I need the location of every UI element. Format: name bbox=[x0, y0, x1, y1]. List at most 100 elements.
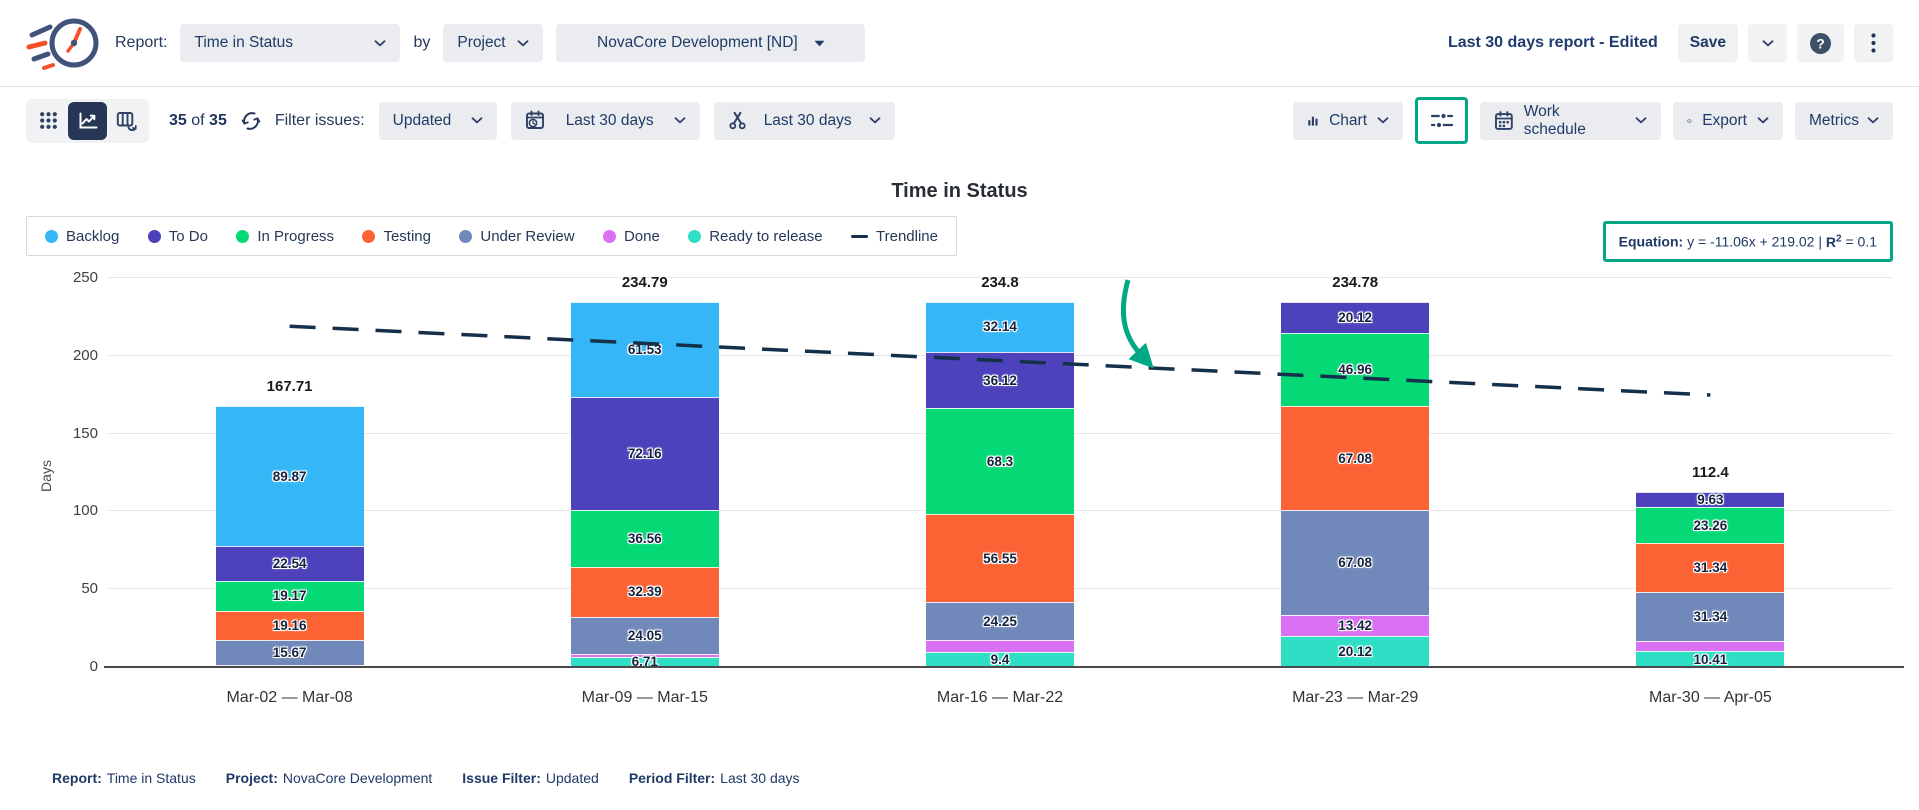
bar-segment-testing[interactable]: 19.16 bbox=[215, 610, 364, 641]
legend-item-under-review[interactable]: Under Review bbox=[459, 227, 575, 245]
bar-segment-under-review[interactable]: 24.25 bbox=[926, 602, 1074, 640]
save-options-button[interactable] bbox=[1748, 24, 1787, 62]
stacked-bar[interactable]: 32.14 36.12 68.3 56.55 24.25 9.4 bbox=[926, 301, 1074, 667]
y-tick-label: 250 bbox=[72, 269, 98, 286]
stacked-bar[interactable]: 61.53 72.16 36.56 32.39 24.05 6.71 bbox=[570, 301, 719, 668]
legend-item-ready-to-release[interactable]: Ready to release bbox=[688, 227, 823, 245]
segment-value-label: 13.42 bbox=[1338, 617, 1373, 633]
bar-segment-ready-to-release[interactable]: 6.71 bbox=[570, 655, 719, 668]
trendline-dash-icon bbox=[851, 234, 869, 238]
legend-color-dot-icon bbox=[459, 229, 473, 243]
bar-segment-backlog[interactable]: 61.53 bbox=[570, 301, 719, 398]
segment-value-label: 89.87 bbox=[272, 468, 307, 484]
export-select[interactable]: Export bbox=[1673, 101, 1783, 140]
legend-label: Under Review bbox=[480, 227, 575, 245]
bar-segment-under-review[interactable]: 67.08 bbox=[1281, 510, 1430, 615]
bar-segment-to-do[interactable]: 22.54 bbox=[215, 545, 364, 581]
x-axis-label: Mar-23 — Mar-29 bbox=[1292, 689, 1419, 706]
legend-item-in-progress[interactable]: In Progress bbox=[236, 228, 334, 245]
chevron-down-icon bbox=[517, 39, 529, 46]
bar-segment-in-progress[interactable]: 19.17 bbox=[215, 580, 364, 611]
legend-label: Ready to release bbox=[709, 227, 823, 245]
bar-segment-to-do[interactable]: 9.63 bbox=[1636, 492, 1785, 508]
bar-segment-ready-to-release[interactable]: 9.4 bbox=[926, 652, 1074, 667]
more-options-button[interactable] bbox=[1854, 24, 1893, 62]
legend-item-testing[interactable]: Testing bbox=[362, 228, 431, 245]
bar-segment-in-progress[interactable]: 46.96 bbox=[1281, 332, 1430, 407]
chevron-down-icon bbox=[869, 117, 881, 124]
bar-segment-done[interactable] bbox=[570, 654, 719, 657]
legend-item-backlog[interactable]: Backlog bbox=[45, 228, 119, 245]
segment-value-label: 22.54 bbox=[272, 555, 307, 571]
chart-type-select[interactable]: Chart bbox=[1293, 101, 1403, 140]
legend-item-done[interactable]: Done bbox=[602, 228, 660, 245]
bar-segment-done[interactable] bbox=[215, 664, 364, 666]
issue-filter-select[interactable]: Updated bbox=[378, 101, 497, 140]
bar-segment-under-review[interactable]: 24.05 bbox=[570, 616, 719, 655]
bar-segment-ready-to-release[interactable]: 10.41 bbox=[1636, 650, 1785, 667]
chevron-down-icon bbox=[1762, 39, 1773, 46]
legend-label: Testing bbox=[383, 227, 431, 245]
cloud-download-icon bbox=[1687, 118, 1692, 123]
bar-segment-to-do[interactable]: 20.12 bbox=[1281, 301, 1430, 333]
bar-segment-testing[interactable]: 31.34 bbox=[1636, 543, 1785, 593]
segment-value-label: 15.67 bbox=[272, 645, 307, 661]
bar-segment-testing[interactable]: 32.39 bbox=[570, 566, 719, 617]
bar-segment-in-progress[interactable]: 23.26 bbox=[1636, 507, 1785, 544]
chart-type-value: Chart bbox=[1329, 111, 1367, 129]
bar-segment-ready-to-release[interactable]: 20.12 bbox=[1281, 635, 1430, 667]
stacked-bar[interactable]: 20.12 46.96 67.08 67.08 13.42 20.12 bbox=[1281, 301, 1430, 667]
project-select[interactable]: NovaCore Development [ND] bbox=[556, 24, 866, 62]
bar-segment-under-review[interactable]: 15.67 bbox=[215, 640, 364, 665]
bar-segment-under-review[interactable]: 31.34 bbox=[1636, 592, 1785, 641]
stacked-bar[interactable]: 89.87 22.54 19.17 19.16 15.67 bbox=[215, 406, 364, 668]
refresh-icon[interactable] bbox=[241, 111, 261, 131]
work-schedule-select[interactable]: Work schedule bbox=[1480, 101, 1661, 140]
bar-segment-testing[interactable]: 56.55 bbox=[926, 514, 1074, 603]
segment-value-label: 10.41 bbox=[1693, 651, 1728, 667]
footer-summary-item: Project: NovaCore Development bbox=[225, 770, 433, 786]
triangle-down-icon bbox=[814, 40, 825, 46]
bar-segment-testing[interactable]: 67.08 bbox=[1281, 406, 1430, 511]
bar-segment-backlog[interactable]: 89.87 bbox=[215, 406, 364, 546]
chart-settings-button-highlighted[interactable] bbox=[1415, 97, 1468, 144]
legend-row: Backlog To Do In Progress Testing Under Revi… bbox=[0, 216, 1919, 262]
legend-item-to-do[interactable]: To Do bbox=[147, 228, 208, 245]
chart-title: Time in Status bbox=[891, 180, 1028, 202]
segment-value-label: 56.55 bbox=[983, 550, 1017, 566]
bar-segment-done[interactable]: 13.42 bbox=[1281, 614, 1430, 636]
segment-value-label: 67.08 bbox=[1338, 555, 1373, 571]
report-type-select[interactable]: Time in Status bbox=[180, 24, 401, 62]
bar-segment-to-do[interactable]: 36.12 bbox=[926, 351, 1074, 408]
segment-value-label: 24.25 bbox=[983, 613, 1017, 629]
bar-segment-done[interactable] bbox=[1636, 640, 1785, 651]
issue-count-text: 35 of 35 bbox=[169, 111, 227, 129]
date-range-select[interactable]: Last 30 days bbox=[510, 101, 700, 140]
metrics-select[interactable]: Metrics bbox=[1795, 101, 1893, 140]
bar-total-label: 112.4 bbox=[1692, 464, 1729, 482]
bar-segment-to-do[interactable]: 72.16 bbox=[570, 397, 719, 510]
group-by-select[interactable]: Project bbox=[443, 24, 544, 62]
legend-item-trendline[interactable]: Trendline bbox=[851, 228, 938, 245]
segment-value-label: 31.34 bbox=[1693, 609, 1728, 625]
legend-label: In Progress bbox=[257, 227, 335, 245]
help-button[interactable]: ? bbox=[1797, 24, 1844, 62]
stacked-bar[interactable]: 9.63 23.26 31.34 31.34 10.41 bbox=[1636, 492, 1785, 667]
sprint-filter-select[interactable]: Last 30 days bbox=[713, 101, 895, 140]
grid-view-button[interactable] bbox=[29, 102, 68, 140]
x-axis-label: Mar-09 — Mar-15 bbox=[581, 689, 708, 706]
bar-segment-in-progress[interactable]: 68.3 bbox=[926, 407, 1074, 515]
bar-total-label: 234.78 bbox=[1332, 273, 1379, 291]
legend-color-dot-icon bbox=[45, 229, 58, 243]
segment-value-label: 68.3 bbox=[986, 453, 1014, 469]
save-button[interactable]: Save bbox=[1677, 24, 1738, 62]
bar-segment-done[interactable] bbox=[926, 639, 1074, 653]
chart-region: Days 0 50 100 150 200 250 89.87 22.54 19.17 19.16… bbox=[0, 269, 1919, 718]
bar-segment-backlog[interactable]: 32.14 bbox=[926, 301, 1074, 352]
bar-segment-in-progress[interactable]: 36.56 bbox=[570, 509, 719, 567]
chart-view-button-selected[interactable] bbox=[68, 101, 107, 140]
board-view-button[interactable] bbox=[107, 102, 146, 140]
chevron-down-icon bbox=[1377, 117, 1389, 124]
legend-label: Trendline bbox=[876, 227, 938, 245]
